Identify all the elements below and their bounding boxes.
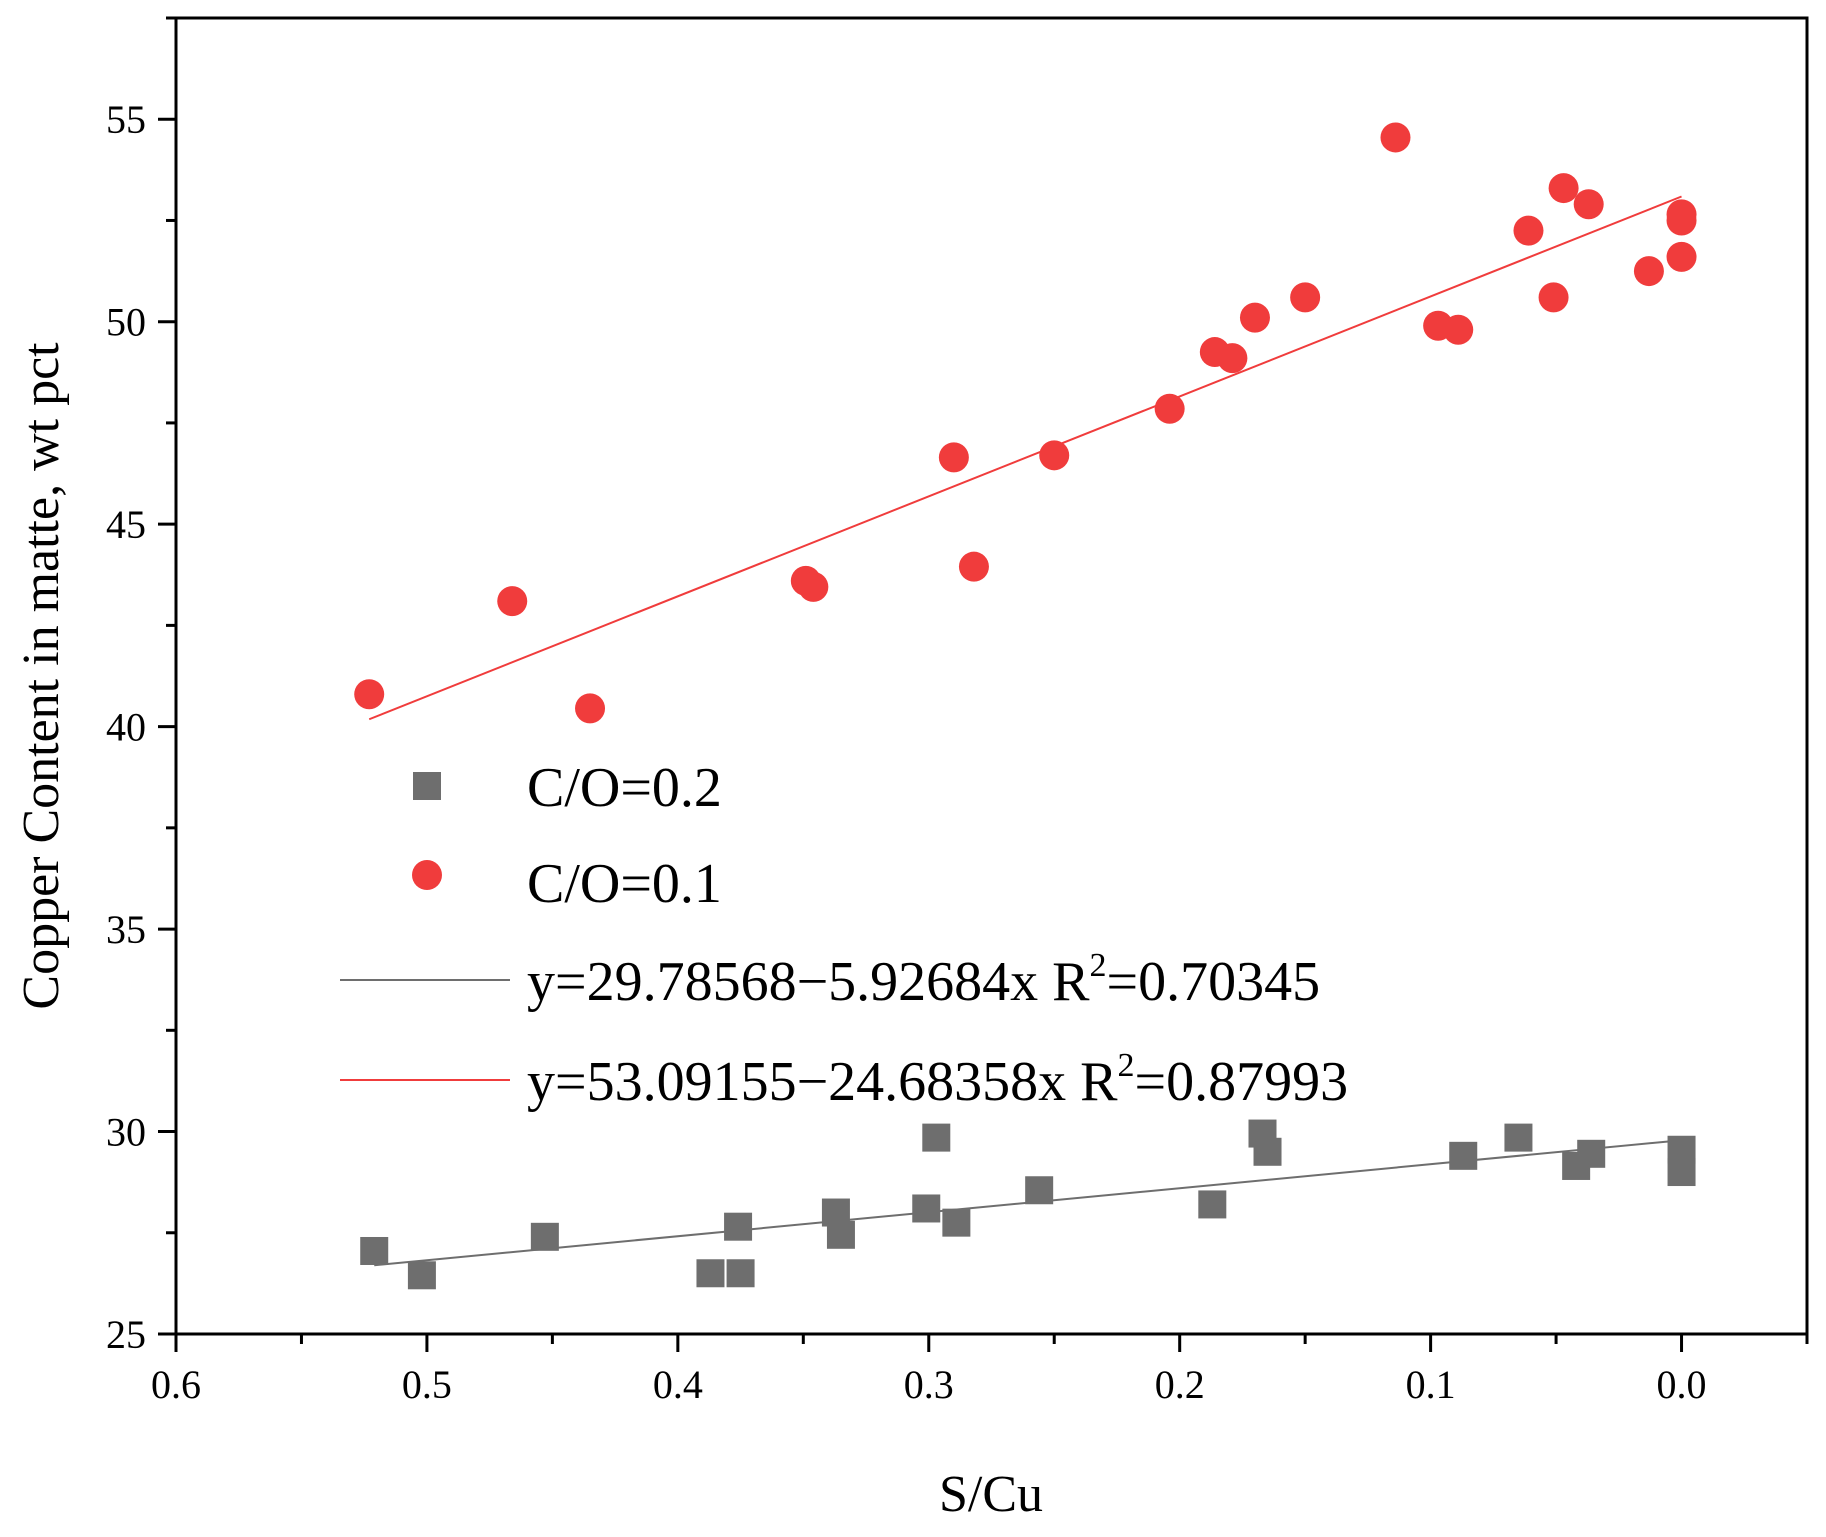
- legend-label-fit-red: y=53.09155−24.68358x R2=0.87993: [527, 1047, 1348, 1113]
- data-point-square: [696, 1259, 725, 1288]
- y-tick-label: 45: [106, 502, 146, 547]
- data-point-square: [530, 1222, 559, 1251]
- data-point-square: [1667, 1158, 1696, 1187]
- fit-line-red: [368, 195, 1682, 721]
- data-point-circle: [1290, 282, 1321, 313]
- x-tick-label: 0.4: [653, 1362, 703, 1407]
- y-tick-label: 50: [106, 300, 146, 345]
- data-point-circle: [497, 586, 528, 617]
- data-point-circle: [1538, 282, 1569, 313]
- data-point-square: [942, 1208, 971, 1237]
- x-tick-label: 0.1: [1406, 1362, 1456, 1407]
- data-point-circle: [575, 693, 606, 724]
- legend: C/O=0.2 C/O=0.1 y=29.78568−5.92684x R2=0…: [340, 757, 1348, 1113]
- y-tick-label: 35: [106, 907, 146, 952]
- data-point-square: [826, 1220, 855, 1249]
- data-point-square: [922, 1123, 951, 1152]
- data-point-circle: [1039, 440, 1070, 471]
- data-point-square: [360, 1236, 389, 1265]
- data-point-circle: [1513, 215, 1544, 246]
- data-point-circle: [1633, 256, 1664, 287]
- data-point-circle: [354, 679, 385, 710]
- data-point-square: [724, 1212, 753, 1241]
- data-points: [354, 122, 1697, 1290]
- y-tick-label: 25: [106, 1312, 146, 1357]
- legend-label-co-0-1: C/O=0.1: [527, 853, 722, 915]
- legend-marker-square: [413, 772, 441, 800]
- data-point-circle: [938, 442, 969, 473]
- data-point-circle: [1666, 241, 1697, 272]
- data-point-square: [1253, 1137, 1282, 1166]
- data-point-square: [1025, 1176, 1054, 1205]
- y-tick-label: 30: [106, 1110, 146, 1155]
- data-point-circle: [1666, 205, 1697, 236]
- x-tick-label: 0.3: [904, 1362, 954, 1407]
- data-point-circle: [958, 551, 989, 582]
- x-tick-label: 0.5: [402, 1362, 452, 1407]
- axis-ticks: [158, 16, 1809, 1352]
- data-point-square: [1577, 1139, 1606, 1168]
- data-point-square: [912, 1194, 941, 1223]
- data-point-circle: [1548, 173, 1579, 204]
- data-point-square: [1449, 1141, 1478, 1170]
- data-point-circle: [1573, 189, 1604, 220]
- plot-frame: [174, 16, 1809, 1336]
- data-point-circle: [798, 571, 829, 602]
- axis-tick-labels: 0.6 0.5 0.4 0.3 0.2 0.1 0.0 25 30 35 40 45 50 55: [106, 97, 1707, 1407]
- data-point-square: [1198, 1190, 1227, 1219]
- data-point-square: [407, 1261, 436, 1290]
- x-tick-label: 0.2: [1155, 1362, 1205, 1407]
- legend-label-co-0-2: C/O=0.2: [527, 757, 722, 819]
- legend-label-fit-gray: y=29.78568−5.92684x R2=0.70345: [527, 947, 1320, 1013]
- y-axis-label: Copper Content in matte, wt pct: [13, 342, 70, 1010]
- data-point-circle: [1239, 302, 1270, 333]
- data-point-square: [726, 1259, 755, 1288]
- data-point-square: [1504, 1123, 1533, 1152]
- y-tick-label: 40: [106, 705, 146, 750]
- data-point-circle: [1154, 393, 1185, 424]
- x-tick-label: 0.0: [1657, 1362, 1707, 1407]
- legend-marker-circle: [412, 860, 442, 890]
- x-tick-label: 0.6: [151, 1362, 201, 1407]
- data-point-circle: [1443, 314, 1474, 345]
- data-point-circle: [1217, 343, 1248, 374]
- x-axis-label: S/Cu: [939, 1466, 1043, 1523]
- data-point-circle: [1380, 122, 1411, 153]
- y-tick-label: 55: [106, 97, 146, 142]
